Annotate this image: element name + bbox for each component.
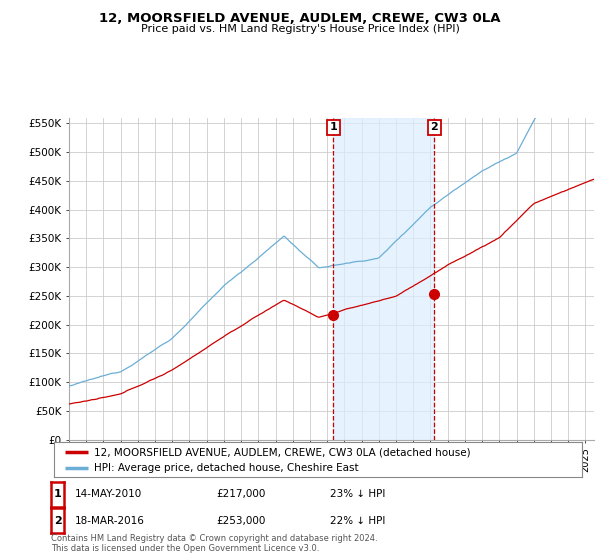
Text: 22% ↓ HPI: 22% ↓ HPI [330, 516, 385, 525]
Text: 1: 1 [54, 489, 61, 499]
Text: 14-MAY-2010: 14-MAY-2010 [75, 489, 142, 499]
Text: 2: 2 [430, 123, 438, 132]
Text: 18-MAR-2016: 18-MAR-2016 [75, 516, 145, 525]
Text: 12, MOORSFIELD AVENUE, AUDLEM, CREWE, CW3 0LA: 12, MOORSFIELD AVENUE, AUDLEM, CREWE, CW… [99, 12, 501, 25]
Text: £217,000: £217,000 [216, 489, 265, 499]
Bar [334, 118, 434, 440]
Text: 23% ↓ HPI: 23% ↓ HPI [330, 489, 385, 499]
Text: Price paid vs. HM Land Registry's House Price Index (HPI): Price paid vs. HM Land Registry's House … [140, 24, 460, 34]
Text: Contains HM Land Registry data © Crown copyright and database right 2024.
This d: Contains HM Land Registry data © Crown c… [51, 534, 377, 553]
Text: HPI: Average price, detached house, Cheshire East: HPI: Average price, detached house, Ches… [94, 464, 358, 473]
Text: 1: 1 [329, 123, 337, 132]
Text: £253,000: £253,000 [216, 516, 265, 525]
Text: 12, MOORSFIELD AVENUE, AUDLEM, CREWE, CW3 0LA (detached house): 12, MOORSFIELD AVENUE, AUDLEM, CREWE, CW… [94, 447, 470, 457]
Text: 2: 2 [54, 516, 61, 525]
